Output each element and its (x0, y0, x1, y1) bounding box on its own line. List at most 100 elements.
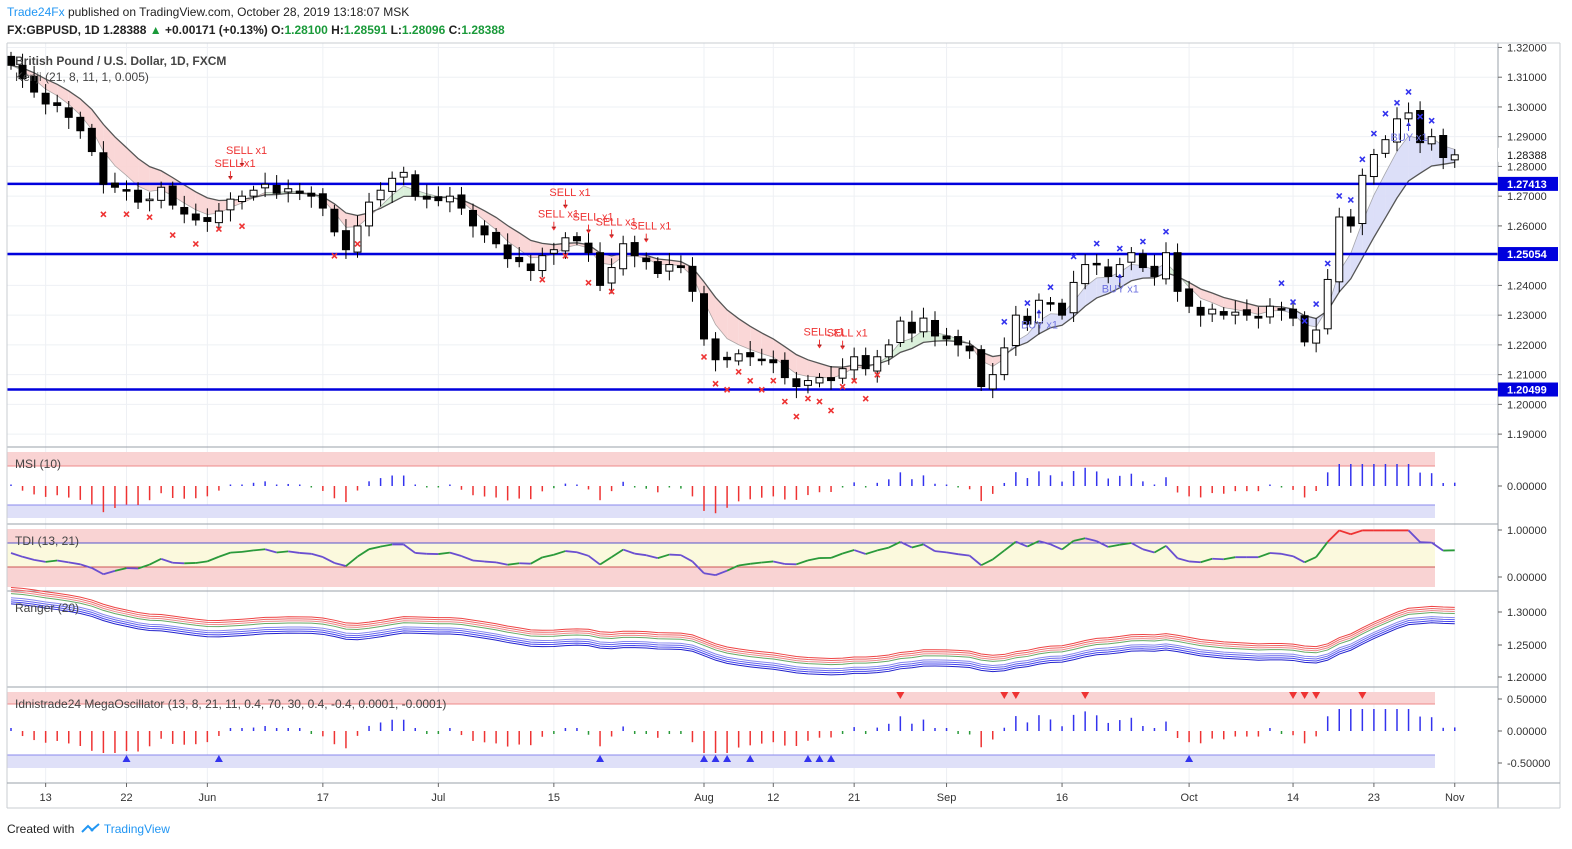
tdi-line-segment (10, 552, 23, 558)
candle-down (1092, 262, 1101, 266)
sell-arrow-icon (586, 224, 591, 234)
candle-down (769, 359, 778, 364)
last-price: 1.28388 (103, 23, 147, 37)
ranger-line (10, 603, 1455, 676)
sell-marker-icon (608, 288, 615, 295)
candle-down (596, 252, 605, 286)
mega-buy-triangle-icon (1185, 755, 1194, 762)
tdi-line-segment (553, 550, 566, 556)
tdi-line-segment (1269, 552, 1282, 555)
candle-down (99, 152, 108, 185)
candle-down (1023, 315, 1032, 325)
sell-marker-icon (169, 232, 176, 239)
buy-marker-icon (1139, 238, 1146, 245)
time-tick-label: 12 (767, 792, 779, 804)
tdi-lower-band (7, 567, 1435, 587)
candle-up (1127, 252, 1136, 263)
tdi-line-segment (357, 548, 370, 558)
candle-up (376, 189, 385, 201)
indicator-tick-label: 0.00000 (1507, 572, 1547, 584)
candle-up (1335, 216, 1344, 283)
tdi-line-segment (1258, 552, 1271, 559)
candle-down (41, 92, 50, 105)
tdi-line-segment (1119, 542, 1132, 546)
tdi-line-segment (1165, 545, 1179, 559)
tdi-line-segment (57, 559, 69, 564)
level-axis-box (1498, 247, 1558, 262)
candle-down (1173, 252, 1182, 292)
tdi-line-segment (472, 559, 485, 563)
low-label: L: (390, 23, 402, 37)
ranger-line (10, 587, 1455, 659)
tdi-line-segment (980, 558, 994, 567)
candle-up (445, 195, 454, 203)
tdi-line-segment (1338, 529, 1352, 536)
level-axis-label: 1.20499 (1507, 385, 1547, 397)
tdi-line-segment (888, 541, 901, 549)
high-value: 1.28591 (343, 23, 388, 37)
sell-marker-icon (192, 240, 199, 248)
candle-up (214, 210, 223, 224)
tdi-line-segment (276, 550, 289, 554)
tdi-line-segment (334, 562, 347, 567)
tdi-line-segment (380, 543, 393, 548)
price-tick-label: 1.32000 (1507, 42, 1547, 54)
candle-up (838, 368, 847, 379)
kenji-cloud-segment (704, 281, 716, 325)
tdi-line-segment (207, 555, 220, 563)
candle-down (700, 293, 708, 340)
tdi-line-segment (137, 563, 150, 570)
price-tick-label: 1.31000 (1507, 72, 1547, 84)
tdi-line-segment (530, 556, 543, 565)
price-tick-label: 1.21000 (1507, 370, 1547, 382)
time-tick-label: Oct (1181, 792, 1198, 804)
candle-down (64, 107, 73, 118)
candle-up (1208, 308, 1217, 315)
buy-marker-icon (1301, 317, 1308, 324)
candle-down (954, 336, 963, 346)
candle-down (780, 359, 789, 379)
buy-marker-icon (1417, 113, 1424, 120)
candle-up (1369, 154, 1378, 178)
tdi-line-segment (1223, 556, 1236, 561)
time-tick-label: Jul (431, 792, 445, 804)
indicator-tick-label: 0.00000 (1507, 481, 1547, 493)
msi-lower-band (7, 505, 1435, 518)
mega-buy-triangle-icon (803, 755, 812, 762)
level-axis-label: 1.27413 (1507, 179, 1547, 191)
mega-upper-band (7, 692, 1435, 704)
kenji-cloud-segment (392, 185, 404, 203)
tdi-line-segment (646, 554, 659, 560)
tdi-line-segment (80, 563, 93, 569)
sell-marker-icon (724, 386, 731, 393)
tdi-line-segment (449, 551, 462, 557)
time-tick-label: 23 (1368, 792, 1380, 804)
tdi-line-segment (1177, 557, 1190, 563)
tdi-label: TDI (13, 21) (15, 534, 79, 548)
mega-buy-triangle-icon (815, 755, 824, 762)
tdi-line-segment (103, 569, 116, 576)
tdi-line-segment (1108, 543, 1120, 548)
tdi-line-segment (160, 558, 173, 564)
tdi-line-segment (1431, 541, 1444, 552)
tdi-line-segment (149, 558, 162, 566)
tdi-line-segment (726, 564, 740, 572)
candle-down (180, 206, 189, 215)
change-up-icon: ▲ (149, 23, 162, 37)
mega-sell-triangle-icon (896, 692, 905, 699)
time-tick-label: 13 (40, 792, 52, 804)
sell-signal-label: SELL x1 (214, 158, 255, 170)
tdi-line-segment (1142, 548, 1155, 554)
time-tick-label: 22 (120, 792, 132, 804)
candle-up (1000, 347, 1009, 376)
candle-down (1058, 302, 1067, 316)
time-tick-label: Aug (694, 792, 714, 804)
candle-up (1427, 136, 1436, 145)
publisher-name[interactable]: Trade24Fx (7, 5, 65, 19)
ranger-line (10, 593, 1455, 666)
tradingview-link[interactable]: TradingView (103, 822, 170, 836)
candle-down (503, 244, 512, 260)
tradingview-logo-icon (81, 823, 100, 833)
tdi-line-segment (934, 550, 947, 554)
